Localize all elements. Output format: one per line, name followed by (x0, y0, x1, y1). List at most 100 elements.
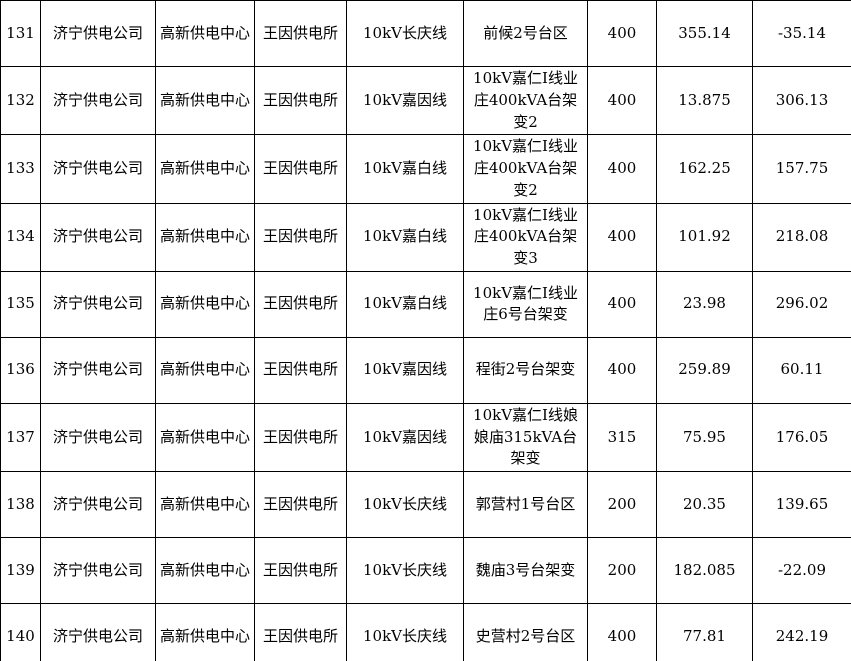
capacity-kva-cell: 400 (587, 336, 657, 404)
company-name-cell: 济宁供电公司 (40, 202, 156, 272)
row-number-cell: 136 (0, 336, 41, 404)
station-area-name-cell: 郭营村1号台区 (463, 471, 588, 538)
supply-center-name-cell: 高新供电中心 (155, 402, 255, 473)
supply-center-name-cell: 高新供电中心 (155, 471, 255, 538)
supply-station-name-cell: 王因供电所 (254, 202, 347, 272)
margin-value-cell: 176.05 (752, 402, 851, 473)
company-name-cell: 济宁供电公司 (40, 471, 156, 538)
table-row: 136 济宁供电公司 高新供电中心 王因供电所 10kV嘉因线 程街2号台架变 400 259… (0, 336, 851, 404)
load-value-cell: 23.98 (656, 270, 753, 338)
margin-value-cell: 139.65 (752, 471, 851, 538)
company-name-cell: 济宁供电公司 (40, 402, 156, 473)
row-number-cell: 138 (0, 471, 41, 538)
capacity-kva-cell: 400 (587, 270, 657, 338)
company-name-cell: 济宁供电公司 (40, 134, 156, 204)
line-name-cell: 10kV嘉白线 (346, 270, 464, 338)
margin-value-cell: 157.75 (752, 134, 851, 204)
supply-station-name-cell: 王因供电所 (254, 270, 347, 338)
supply-center-name-cell: 高新供电中心 (155, 270, 255, 338)
supply-center-name-cell: 高新供电中心 (155, 65, 255, 136)
supply-center-name-cell: 高新供电中心 (155, 537, 255, 604)
row-number-cell: 132 (0, 65, 41, 136)
supply-station-name-cell: 王因供电所 (254, 402, 347, 473)
station-area-name-cell: 程街2号台架变 (463, 336, 588, 404)
station-area-name-cell: 前候2号台区 (463, 0, 588, 67)
row-number-cell: 131 (0, 0, 41, 67)
load-value-cell: 162.25 (656, 134, 753, 204)
line-name-cell: 10kV长庆线 (346, 0, 464, 67)
load-value-cell: 259.89 (656, 336, 753, 404)
company-name-cell: 济宁供电公司 (40, 603, 156, 661)
line-name-cell: 10kV长庆线 (346, 603, 464, 661)
margin-value-cell: 60.11 (752, 336, 851, 404)
line-name-cell: 10kV长庆线 (346, 471, 464, 538)
line-name-cell: 10kV嘉因线 (346, 65, 464, 136)
station-area-name-cell: 魏庙3号台架变 (463, 537, 588, 604)
supply-station-name-cell: 王因供电所 (254, 134, 347, 204)
row-number-cell: 133 (0, 134, 41, 204)
station-area-name-cell: 10kV嘉仁Ⅰ线业庄400kVA台架变3 (463, 202, 588, 272)
load-value-cell: 101.92 (656, 202, 753, 272)
station-area-name-cell: 10kV嘉仁Ⅰ线业庄400kVA台架变2 (463, 65, 588, 136)
load-value-cell: 13.875 (656, 65, 753, 136)
capacity-kva-cell: 400 (587, 202, 657, 272)
supply-station-name-cell: 王因供电所 (254, 65, 347, 136)
capacity-kva-cell: 400 (587, 65, 657, 136)
company-name-cell: 济宁供电公司 (40, 0, 156, 67)
supply-station-name-cell: 王因供电所 (254, 336, 347, 404)
supply-center-name-cell: 高新供电中心 (155, 134, 255, 204)
capacity-kva-cell: 400 (587, 134, 657, 204)
company-name-cell: 济宁供电公司 (40, 270, 156, 338)
margin-value-cell: 296.02 (752, 270, 851, 338)
load-value-cell: 75.95 (656, 402, 753, 473)
supply-station-name-cell: 王因供电所 (254, 537, 347, 604)
supply-center-name-cell: 高新供电中心 (155, 336, 255, 404)
table-row: 138 济宁供电公司 高新供电中心 王因供电所 10kV长庆线 郭营村1号台区 200 20.… (0, 471, 851, 538)
supply-station-name-cell: 王因供电所 (254, 603, 347, 661)
table-row: 135 济宁供电公司 高新供电中心 王因供电所 10kV嘉白线 10kV嘉仁Ⅰ线业庄6号台… (0, 270, 851, 338)
table-row: 140 济宁供电公司 高新供电中心 王因供电所 10kV长庆线 史营村2号台区 400 77.… (0, 603, 851, 661)
table-row: 132 济宁供电公司 高新供电中心 王因供电所 10kV嘉因线 10kV嘉仁Ⅰ线业庄400… (0, 65, 851, 136)
capacity-kva-cell: 400 (587, 0, 657, 67)
table-row: 139 济宁供电公司 高新供电中心 王因供电所 10kV长庆线 魏庙3号台架变 200 182… (0, 537, 851, 604)
row-number-cell: 140 (0, 603, 41, 661)
table-row: 137 济宁供电公司 高新供电中心 王因供电所 10kV嘉因线 10kV嘉仁Ⅰ线娘娘庙31… (0, 402, 851, 473)
table-row: 134 济宁供电公司 高新供电中心 王因供电所 10kV嘉白线 10kV嘉仁Ⅰ线业庄400… (0, 202, 851, 272)
row-number-cell: 135 (0, 270, 41, 338)
load-value-cell: 355.14 (656, 0, 753, 67)
load-value-cell: 77.81 (656, 603, 753, 661)
station-area-name-cell: 10kV嘉仁Ⅰ线娘娘庙315kVA台架变 (463, 402, 588, 473)
margin-value-cell: 242.19 (752, 603, 851, 661)
margin-value-cell: -35.14 (752, 0, 851, 67)
company-name-cell: 济宁供电公司 (40, 65, 156, 136)
margin-value-cell: 218.08 (752, 202, 851, 272)
supply-station-name-cell: 王因供电所 (254, 471, 347, 538)
supply-center-name-cell: 高新供电中心 (155, 603, 255, 661)
capacity-kva-cell: 315 (587, 402, 657, 473)
line-name-cell: 10kV嘉因线 (346, 336, 464, 404)
load-value-cell: 182.085 (656, 537, 753, 604)
row-number-cell: 139 (0, 537, 41, 604)
station-area-name-cell: 10kV嘉仁Ⅰ线业庄400kVA台架变2 (463, 134, 588, 204)
capacity-kva-cell: 200 (587, 537, 657, 604)
capacity-kva-cell: 200 (587, 471, 657, 538)
capacity-kva-cell: 400 (587, 603, 657, 661)
supply-center-name-cell: 高新供电中心 (155, 0, 255, 67)
line-name-cell: 10kV长庆线 (346, 537, 464, 604)
table-row: 131 济宁供电公司 高新供电中心 王因供电所 10kV长庆线 前候2号台区 400 355.… (0, 0, 851, 67)
line-name-cell: 10kV嘉因线 (346, 402, 464, 473)
company-name-cell: 济宁供电公司 (40, 537, 156, 604)
supply-center-name-cell: 高新供电中心 (155, 202, 255, 272)
row-number-cell: 134 (0, 202, 41, 272)
line-name-cell: 10kV嘉白线 (346, 202, 464, 272)
margin-value-cell: 306.13 (752, 65, 851, 136)
row-number-cell: 137 (0, 402, 41, 473)
load-value-cell: 20.35 (656, 471, 753, 538)
station-area-name-cell: 10kV嘉仁Ⅰ线业庄6号台架变 (463, 270, 588, 338)
table-row: 133 济宁供电公司 高新供电中心 王因供电所 10kV嘉白线 10kV嘉仁Ⅰ线业庄400… (0, 134, 851, 204)
company-name-cell: 济宁供电公司 (40, 336, 156, 404)
margin-value-cell: -22.09 (752, 537, 851, 604)
